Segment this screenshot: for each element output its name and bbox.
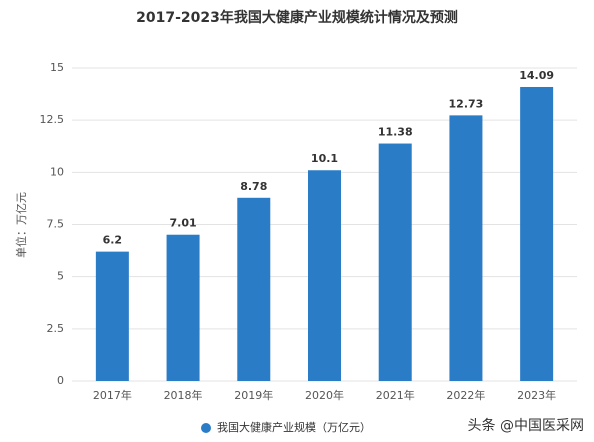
bar (237, 197, 271, 381)
value-label: 14.09 (519, 69, 554, 82)
y-tick-label: 12.5 (40, 113, 65, 126)
y-tick-label: 15 (50, 61, 64, 74)
x-tick-label: 2021年 (376, 388, 415, 402)
legend-label: 我国大健康产业规模（万亿元） (217, 420, 371, 434)
bar (95, 251, 129, 381)
x-tick-label: 2017年 (93, 388, 132, 402)
value-label: 10.1 (311, 152, 338, 165)
x-tick-label: 2019年 (234, 388, 273, 402)
value-label: 11.38 (378, 126, 413, 139)
x-tick-label: 2018年 (164, 388, 203, 402)
bar (166, 234, 200, 381)
value-label: 6.2 (103, 234, 123, 247)
value-label: 7.01 (170, 217, 197, 230)
bar (308, 170, 341, 381)
y-axis-label: 单位：万亿元 (14, 192, 28, 258)
chart-title: 2017-2023年我国大健康产业规模统计情况及预测 (136, 9, 458, 26)
x-tick-label: 2020年 (305, 388, 344, 402)
y-tick-label: 2.5 (47, 322, 65, 335)
bar (449, 115, 483, 381)
x-tick-label: 2022年 (446, 388, 485, 402)
bar (378, 143, 412, 381)
legend-marker (201, 423, 211, 433)
x-tick-label: 2023年 (517, 388, 556, 402)
value-label: 8.78 (240, 180, 267, 193)
y-tick-label: 0 (57, 374, 64, 387)
bar (520, 86, 554, 381)
y-tick-label: 5 (57, 270, 64, 283)
watermark: 头条 @中国医采网 (468, 417, 584, 434)
y-tick-label: 7.5 (47, 218, 65, 231)
y-tick-label: 10 (50, 165, 64, 178)
value-label: 12.73 (449, 97, 484, 110)
